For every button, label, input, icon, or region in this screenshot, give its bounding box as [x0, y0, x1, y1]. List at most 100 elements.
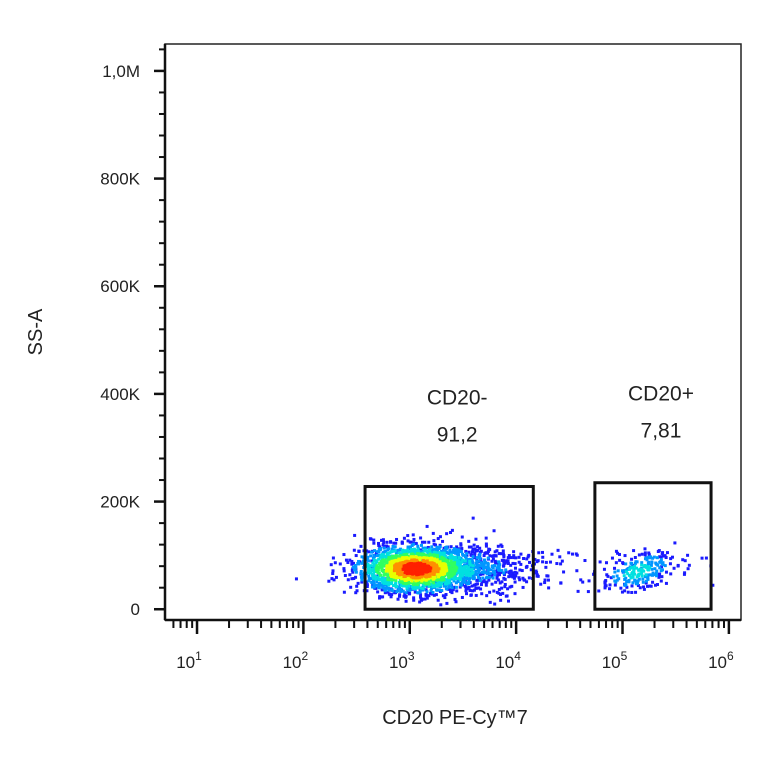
- event-dot: [468, 568, 472, 572]
- event-dot: [370, 559, 374, 563]
- event-dot: [655, 569, 659, 573]
- event-dot: [642, 565, 646, 569]
- event-dot: [665, 551, 669, 555]
- event-dot: [418, 558, 422, 562]
- event-dot: [450, 574, 454, 578]
- event-dot: [456, 552, 460, 556]
- event-dot: [490, 559, 494, 563]
- event-dot: [404, 591, 408, 595]
- event-dot: [513, 570, 517, 574]
- event-dot: [342, 590, 346, 594]
- event-dot: [372, 541, 376, 545]
- event-dot: [454, 600, 458, 604]
- event-dot: [449, 545, 453, 549]
- event-dot: [399, 579, 403, 583]
- event-dot: [400, 541, 404, 545]
- event-dot: [390, 547, 394, 551]
- event-dot: [467, 573, 471, 577]
- event-dot: [458, 571, 462, 575]
- event-dot: [575, 569, 579, 573]
- event-dot: [488, 590, 492, 594]
- event-dot: [484, 583, 488, 587]
- event-dot: [390, 588, 394, 592]
- event-dot: [360, 580, 364, 584]
- event-dot: [425, 590, 429, 594]
- event-dot: [432, 572, 436, 576]
- event-dot: [354, 575, 358, 579]
- event-dot: [447, 576, 451, 580]
- event-dot: [626, 567, 630, 571]
- event-dot: [495, 569, 499, 573]
- gate-percent-label: 7,81: [641, 420, 682, 443]
- event-dot: [456, 563, 460, 567]
- x-axis-title: CD20 PE-Cy™7: [382, 707, 528, 729]
- event-dot: [464, 555, 468, 559]
- event-dot: [466, 558, 470, 562]
- event-dot: [452, 555, 456, 559]
- event-dot: [479, 583, 483, 587]
- event-dot: [628, 567, 632, 571]
- event-dot: [513, 562, 517, 566]
- event-dot: [402, 581, 406, 585]
- y-tick-label: 400K: [100, 385, 140, 404]
- event-dot: [486, 562, 490, 566]
- event-dot: [493, 554, 497, 558]
- event-dot: [647, 553, 651, 557]
- event-dot: [664, 556, 668, 560]
- event-dot: [454, 581, 458, 585]
- event-dot: [614, 580, 618, 584]
- gate-box: [593, 481, 713, 611]
- event-dot: [493, 550, 497, 554]
- event-dot: [387, 588, 391, 592]
- event-dot: [440, 567, 444, 571]
- event-dot: [357, 559, 361, 563]
- event-dot: [478, 552, 482, 556]
- event-dot: [507, 575, 511, 579]
- event-dot: [407, 576, 411, 580]
- event-dot: [533, 557, 537, 561]
- event-dot: [423, 572, 427, 576]
- gate-name-label: CD20-: [427, 386, 488, 409]
- event-dot: [475, 578, 479, 582]
- event-dot: [502, 573, 506, 577]
- event-dot: [643, 551, 647, 555]
- event-dot: [393, 545, 397, 549]
- x-tick-label: 104: [495, 649, 521, 672]
- event-dot: [439, 585, 443, 589]
- event-dot: [438, 535, 442, 539]
- event-dot: [497, 565, 501, 569]
- event-dot: [385, 573, 389, 577]
- event-dot: [485, 571, 489, 575]
- event-dot: [624, 576, 628, 580]
- event-dot: [657, 575, 661, 579]
- event-dot: [371, 561, 375, 565]
- event-dot: [446, 570, 450, 574]
- event-dot: [481, 567, 485, 571]
- event-dot: [479, 561, 483, 565]
- event-dot: [550, 552, 554, 556]
- event-dot: [454, 585, 458, 589]
- event-dot: [453, 597, 457, 601]
- event-dot: [459, 582, 463, 586]
- event-dot: [644, 565, 648, 569]
- x-tick-label: 105: [602, 649, 628, 672]
- event-dot: [495, 566, 499, 570]
- event-dot: [454, 555, 458, 559]
- event-dot: [410, 579, 414, 583]
- event-dot: [445, 571, 449, 575]
- event-dot: [497, 591, 501, 595]
- event-dot: [390, 564, 394, 568]
- event-dot: [385, 555, 389, 559]
- event-dot: [492, 529, 496, 533]
- event-dot: [416, 591, 420, 595]
- event-dot: [399, 568, 403, 572]
- event-dot: [668, 562, 672, 566]
- event-dot: [476, 545, 480, 549]
- event-dot: [488, 572, 492, 576]
- event-dot: [461, 558, 465, 562]
- event-dot: [488, 554, 492, 558]
- event-dot: [483, 571, 487, 575]
- event-dot: [704, 556, 708, 560]
- event-dot: [616, 551, 620, 555]
- event-dot: [418, 563, 422, 567]
